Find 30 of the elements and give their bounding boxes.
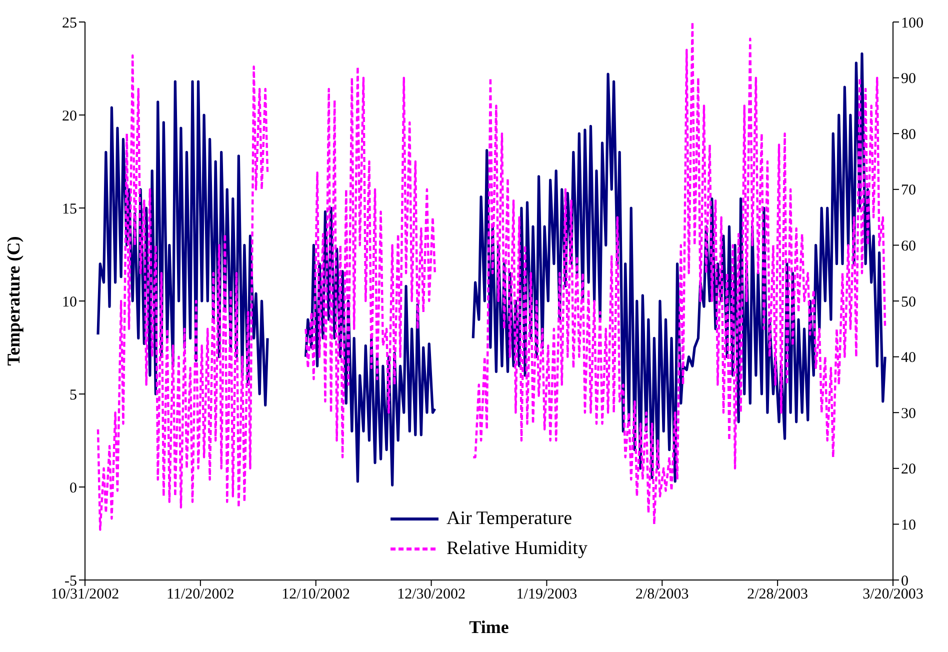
y-tick-label: 25: [62, 15, 77, 32]
legend-label: Relative Humidity: [446, 537, 588, 561]
x-tick-label: 1/19/2003: [516, 586, 578, 603]
y2-tick-label: 90: [901, 71, 916, 88]
y2-tick-label: 70: [901, 182, 916, 199]
x-axis-title: Time: [469, 616, 509, 637]
y-tick-label: 10: [62, 294, 77, 310]
legend-label: Air Temperature: [446, 507, 572, 531]
y2-tick-label: 40: [901, 350, 916, 366]
x-tick-label: 10/31/2002: [50, 586, 120, 603]
y2-tick-label: 100: [901, 15, 924, 32]
y2-tick-label: 0: [901, 573, 908, 590]
x-tick-label: 3/20/2003: [862, 586, 924, 603]
y2-tick-label: 30: [901, 406, 916, 422]
y2-tick-label: 20: [901, 462, 916, 478]
y2-tick-label: 10: [901, 518, 916, 534]
x-tick-label: 2/8/2003: [635, 586, 689, 603]
y-axis-title: Temperature (C): [3, 236, 24, 366]
y-tick-label: 15: [62, 201, 77, 218]
y-tick-label: 0: [70, 480, 77, 496]
y2-tick-label: 80: [901, 126, 916, 143]
y2-tick-label: 50: [901, 294, 916, 310]
x-tick-label: 12/30/2002: [397, 586, 466, 603]
x-tick-label: 11/20/2002: [166, 586, 234, 603]
x-tick-label: 2/28/2003: [747, 586, 808, 603]
y-tick-label: 5: [70, 387, 77, 404]
x-tick-label: 12/10/2002: [282, 586, 350, 603]
y-tick-label: 20: [62, 108, 77, 124]
y2-tick-label: 60: [901, 238, 916, 255]
y-tick-label: -5: [64, 573, 77, 590]
